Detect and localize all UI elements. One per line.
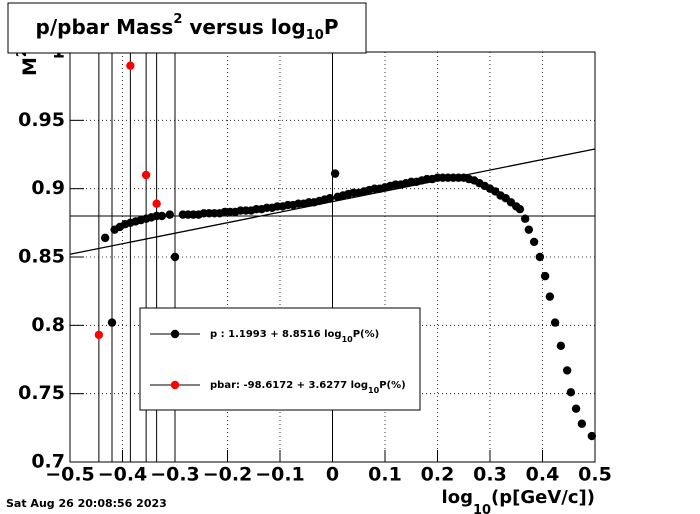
data-point xyxy=(157,211,167,221)
y-tick-label: 0.7 xyxy=(31,451,65,473)
legend-marker xyxy=(170,380,180,390)
x-tick-label: −0.2 xyxy=(203,464,253,486)
fit-line xyxy=(69,148,596,255)
data-point xyxy=(529,237,539,247)
data-point xyxy=(107,318,117,327)
title-sub: 10 xyxy=(306,28,324,43)
y-tick-label: 0.95 xyxy=(18,109,65,131)
data-point xyxy=(152,199,161,208)
x-tick-label: 0 xyxy=(326,464,339,486)
data-point xyxy=(566,388,576,397)
legend-marker xyxy=(170,329,180,339)
title-tail: P xyxy=(324,15,339,39)
x-tick-label: 0.1 xyxy=(368,464,402,486)
x-axis-label-sub: 10 xyxy=(473,503,491,514)
x-tick-label: −0.1 xyxy=(255,464,305,486)
title-mid: versus log xyxy=(182,15,305,39)
x-tick-label: 0.5 xyxy=(578,464,612,486)
data-point xyxy=(100,233,110,243)
y-tick-label: 0.75 xyxy=(18,382,65,404)
legend-tail: P(%) xyxy=(353,329,380,340)
x-tick-label: −0.5 xyxy=(45,464,95,486)
legend-tail: P(%) xyxy=(379,380,406,391)
timestamp: Sat Aug 26 20:08:56 2023 xyxy=(6,497,167,510)
data-point xyxy=(550,318,560,327)
legend-entry: p : 1.1993 + 8.8516 log10P(%) xyxy=(210,329,379,344)
title-sup: 2 xyxy=(173,12,182,27)
x-tick-label: −0.4 xyxy=(98,464,148,486)
x-tick-label: 0.4 xyxy=(526,464,560,486)
legend-name: pbar: -98.6172 + 3.6277 log xyxy=(210,380,368,391)
data-point xyxy=(535,252,545,262)
x-axis-label: log10(p[GeV/c]) xyxy=(442,487,595,514)
data-point xyxy=(577,419,587,428)
title-box xyxy=(7,2,367,54)
legend-entry: pbar: -98.6172 + 3.6277 log10P(%) xyxy=(210,380,406,395)
y-tick-label: 0.8 xyxy=(31,314,65,336)
data-point xyxy=(571,404,581,413)
x-tick-label: 0.3 xyxy=(473,464,507,486)
data-point xyxy=(520,214,530,223)
x-tick-label: 0.2 xyxy=(421,464,455,486)
data-point xyxy=(524,225,534,234)
data-point xyxy=(540,271,550,281)
legend-sub: 10 xyxy=(342,335,354,344)
legend-sub: 10 xyxy=(368,386,380,395)
legend-box xyxy=(139,307,421,411)
data-point xyxy=(515,204,525,214)
data-point xyxy=(545,292,555,301)
x-tick-label: −0.3 xyxy=(150,464,200,486)
legend-name: p : 1.1993 + 8.8516 log xyxy=(210,329,342,340)
data-point xyxy=(325,194,335,203)
chart-title: p/pbar Mass2 versus log10P xyxy=(36,12,339,43)
plot-area: −0.5 −0.4 −0.3 −0.2 −0.1 0 0.1 0.2 0.3 0.4 0.5 0.7 0… xyxy=(18,41,612,486)
y-tick-label: 0.9 xyxy=(31,177,65,199)
data-point xyxy=(587,431,597,441)
x-axis-label-main: log xyxy=(442,487,473,508)
data-point xyxy=(556,341,566,351)
data-point xyxy=(165,210,174,219)
title-main: p/pbar Mass xyxy=(36,15,174,39)
data-point xyxy=(126,61,135,70)
y-tick-label: 0.85 xyxy=(18,246,65,268)
data-point xyxy=(94,330,104,340)
y-axis-label-main: M xyxy=(19,57,41,76)
x-axis-label-tail: (p[GeV/c]) xyxy=(491,487,595,508)
data-point xyxy=(330,169,340,178)
data-point xyxy=(141,170,151,180)
data-point xyxy=(562,366,572,375)
data-point xyxy=(170,252,180,262)
